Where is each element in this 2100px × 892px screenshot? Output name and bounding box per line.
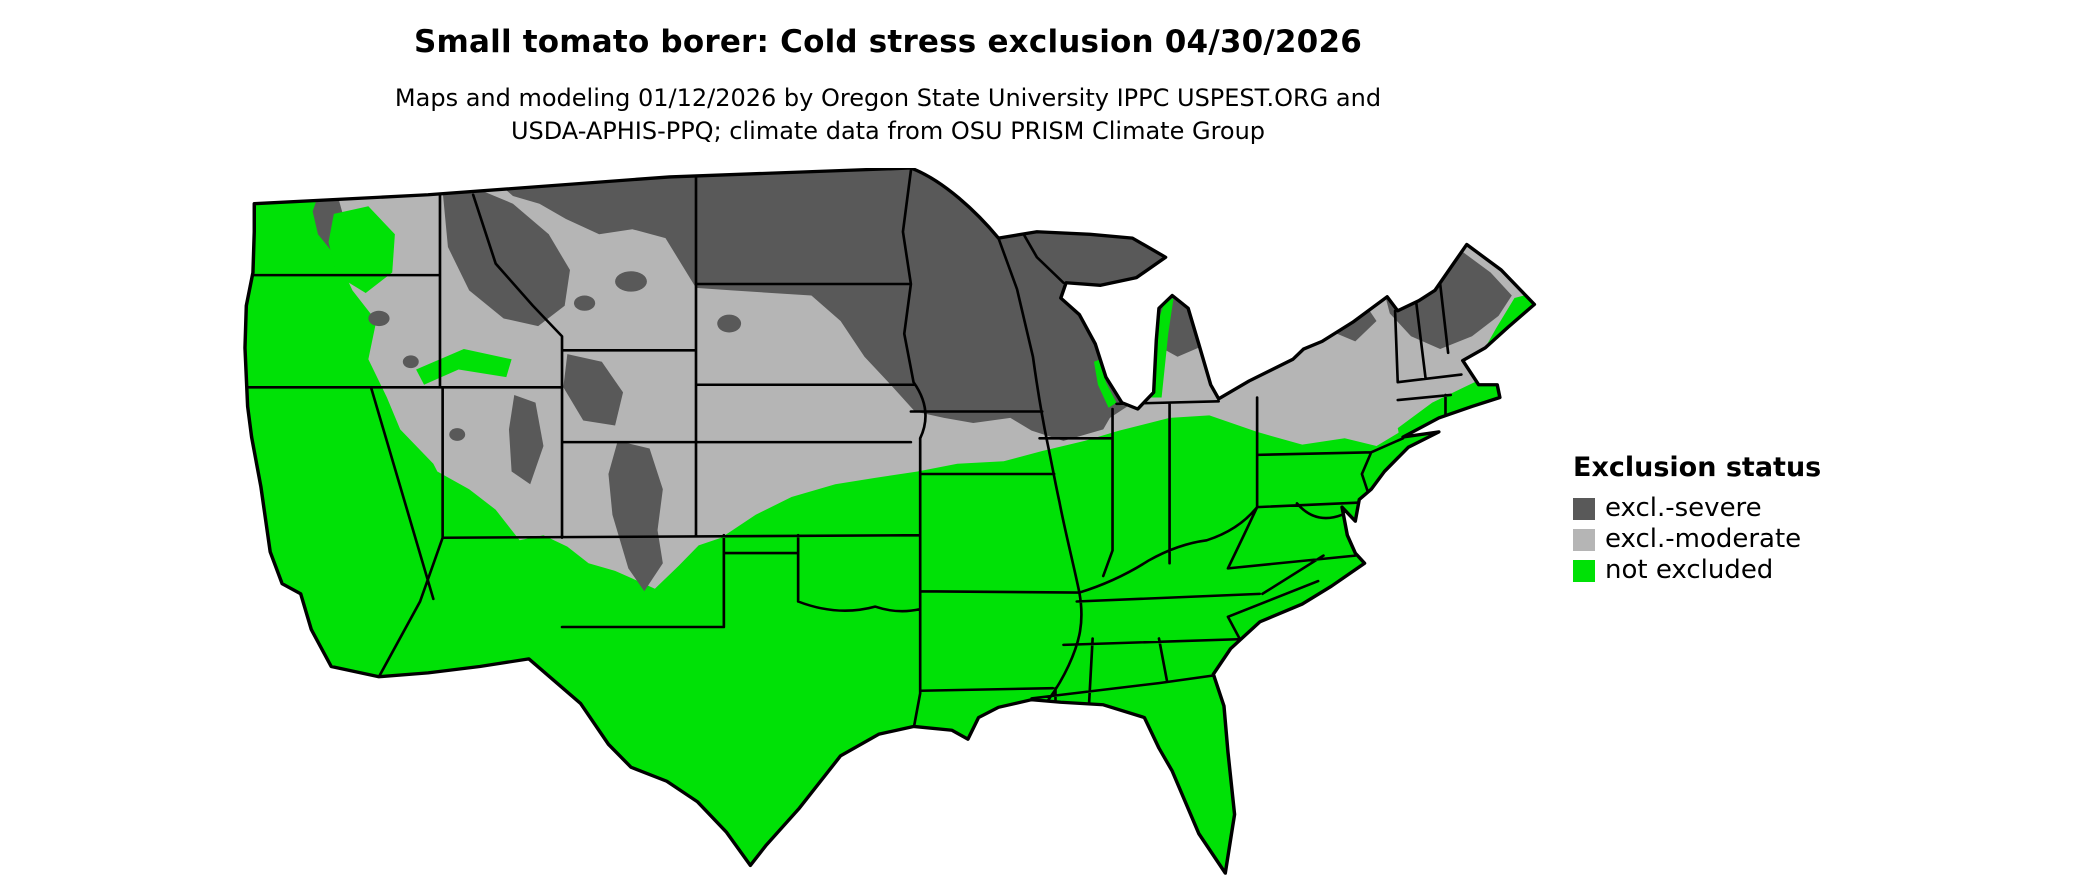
- legend-item: excl.-severe: [1573, 493, 1821, 524]
- legend-item: not excluded: [1573, 555, 1821, 586]
- legend-item: excl.-moderate: [1573, 524, 1821, 555]
- map-subtitle: Maps and modeling 01/12/2026 by Oregon S…: [0, 82, 1776, 148]
- legend-label-moderate: excl.-moderate: [1605, 524, 1802, 554]
- us-outline: [243, 168, 1537, 875]
- legend-label-not-excluded: not excluded: [1605, 555, 1774, 585]
- legend: Exclusion status excl.-severe excl.-mode…: [1573, 452, 1821, 586]
- map-title: Small tomato borer: Cold stress exclusio…: [414, 24, 1362, 60]
- legend-swatch-severe: [1573, 497, 1595, 520]
- legend-title: Exclusion status: [1573, 452, 1822, 483]
- legend-swatch-not-excluded: [1573, 559, 1595, 582]
- legend-label-severe: excl.-severe: [1605, 493, 1762, 523]
- us-map: [241, 168, 1541, 882]
- subtitle-line-2: USDA-APHIS-PPQ; climate data from OSU PR…: [510, 117, 1266, 145]
- us-map-svg: [243, 168, 1537, 875]
- legend-swatch-moderate: [1573, 528, 1595, 551]
- subtitle-line-1: Maps and modeling 01/12/2026 by Oregon S…: [394, 84, 1382, 112]
